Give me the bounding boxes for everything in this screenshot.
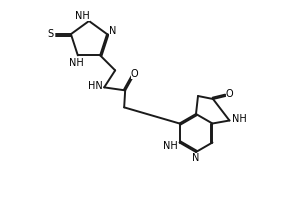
Text: S: S — [48, 29, 54, 39]
Text: N: N — [192, 153, 200, 163]
Text: O: O — [226, 89, 234, 99]
Text: HN: HN — [88, 81, 103, 91]
Text: NH: NH — [70, 58, 84, 68]
Text: O: O — [131, 69, 139, 79]
Text: NH: NH — [75, 11, 89, 21]
Text: N: N — [109, 26, 116, 36]
Text: NH: NH — [163, 141, 177, 151]
Text: NH: NH — [232, 114, 246, 124]
